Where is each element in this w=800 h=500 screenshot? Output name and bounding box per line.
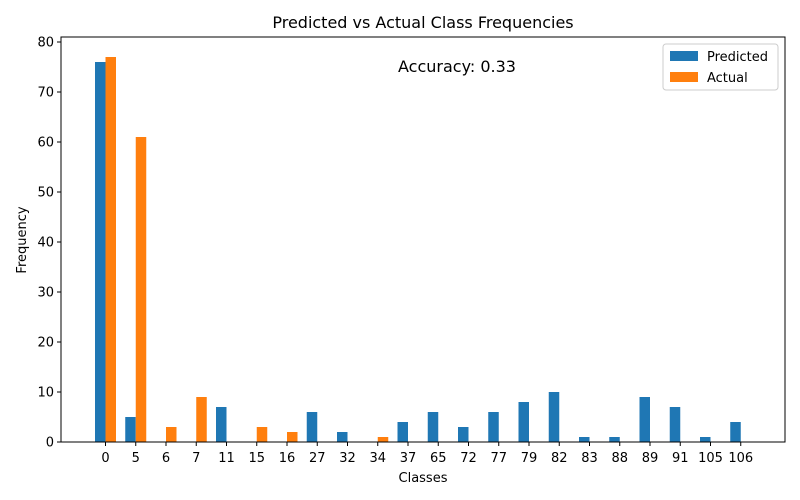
bars	[95, 57, 741, 442]
bar-actual-7	[196, 397, 207, 442]
x-tick-label: 5	[132, 451, 140, 466]
x-tick-label: 82	[551, 451, 568, 466]
plot-frame	[60, 36, 786, 443]
accuracy-annotation: Accuracy: 0.33	[398, 57, 516, 76]
x-tick-label: 37	[400, 451, 417, 466]
y-tick-label: 40	[37, 236, 54, 251]
y-tick-label: 10	[37, 386, 54, 401]
x-tick-label: 88	[611, 451, 628, 466]
bar-predicted-79	[518, 402, 529, 442]
bar-predicted-11	[216, 407, 227, 442]
x-tick-label: 106	[728, 451, 753, 466]
bar-actual-5	[135, 137, 147, 442]
legend-swatch-actual	[670, 72, 698, 82]
x-tick-label: 6	[162, 451, 170, 466]
bar-actual-34	[377, 437, 389, 442]
y-axis-label: Frequency	[15, 206, 30, 273]
chart-title: Predicted vs Actual Class Frequencies	[272, 13, 573, 32]
bar-predicted-83	[579, 437, 590, 442]
x-tick-label: 15	[248, 451, 265, 466]
bar-predicted-72	[458, 427, 469, 442]
x-tick-label: 89	[642, 451, 659, 466]
x-tick-label: 105	[698, 451, 723, 466]
y-tick-label: 80	[37, 36, 54, 51]
legend-label-actual: Actual	[707, 71, 748, 86]
x-tick-label: 7	[192, 451, 200, 466]
bar-predicted-77	[488, 412, 499, 442]
x-tick-label: 83	[581, 451, 598, 466]
legend-swatch-predicted	[670, 51, 698, 61]
bar-predicted-32	[337, 432, 348, 442]
bar-actual-15	[256, 427, 268, 442]
y-axis-ticks: 0 10 20 30 40 50 60 70 80	[37, 36, 61, 451]
y-tick-label: 70	[37, 86, 54, 101]
x-tick-label: 16	[279, 451, 296, 466]
bar-predicted-65	[427, 412, 439, 442]
bar-predicted-106	[730, 422, 741, 442]
x-axis-ticks: 0 5 6 7 11 15 16 27 32 34 37 65 72 77 79 82 83 88 89 91 105 1…	[101, 442, 753, 466]
x-tick-label: 34	[369, 451, 386, 466]
y-tick-label: 30	[37, 286, 54, 301]
bar-predicted-88	[609, 437, 620, 442]
x-tick-label: 72	[460, 451, 477, 466]
bar-actual-16	[287, 432, 298, 442]
x-tick-label: 79	[521, 451, 538, 466]
y-tick-label: 0	[46, 436, 54, 451]
bar-actual-6	[166, 427, 177, 442]
bar-predicted-91	[669, 407, 681, 442]
bar-predicted-37	[397, 422, 408, 442]
x-tick-label: 65	[430, 451, 447, 466]
plot-area: 0 10 20 30 40 50 60 70 80 0 5 6 7 11 15 16 27 32 34 37 65 72…	[37, 36, 786, 466]
bar-predicted-5	[125, 417, 136, 442]
x-tick-label: 91	[672, 451, 689, 466]
x-tick-label: 11	[218, 451, 235, 466]
x-tick-label: 77	[490, 451, 507, 466]
y-tick-label: 20	[37, 336, 54, 351]
x-tick-label: 0	[101, 451, 109, 466]
y-tick-label: 60	[37, 136, 54, 151]
x-tick-label: 27	[309, 451, 326, 466]
y-tick-label: 50	[37, 186, 54, 201]
legend: Predicted Actual	[662, 43, 779, 91]
legend-label-predicted: Predicted	[707, 50, 768, 65]
x-axis-label: Classes	[399, 471, 448, 486]
bar-predicted-0	[95, 62, 106, 442]
bar-predicted-82	[548, 392, 560, 442]
bar-predicted-105	[700, 437, 711, 442]
x-tick-label: 32	[339, 451, 356, 466]
bar-predicted-27	[306, 412, 318, 442]
bar-predicted-89	[639, 397, 650, 442]
bar-actual-0	[105, 57, 116, 442]
